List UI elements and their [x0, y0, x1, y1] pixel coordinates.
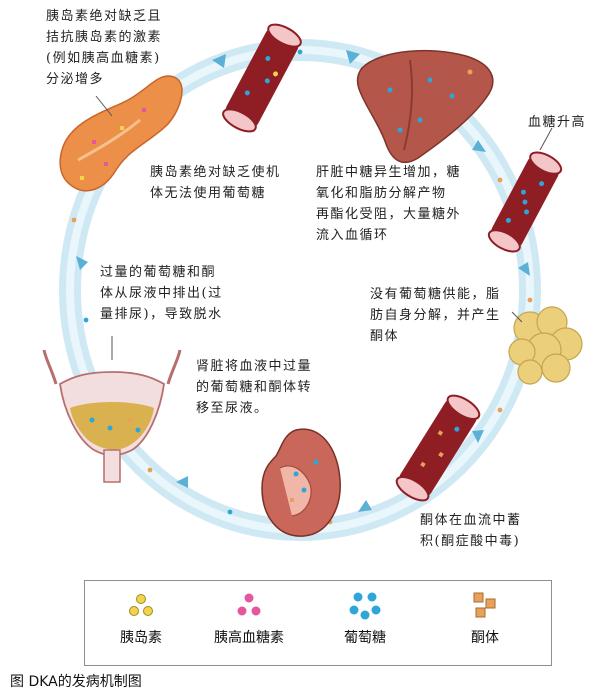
label-ketone-accumulation: 酮体在血流中蓄 积(酮症酸中毒)	[420, 510, 522, 552]
label-line: 积(酮症酸中毒)	[420, 534, 521, 549]
flow-arrow-icon	[176, 476, 188, 488]
kidney-illustration	[261, 428, 341, 537]
legend-label-glucagon: 胰高血糖素	[214, 630, 284, 646]
label-bladder: 过量的葡萄糖和酮 体从尿液中排出(过 量排尿)，导致脱水	[100, 262, 223, 325]
fat-tissue-illustration	[508, 306, 583, 385]
label-line: 再酯化受阻，大量糖外	[316, 207, 462, 222]
glucagon-icon	[237, 593, 261, 616]
legend: 胰岛素 胰高血糖素 葡萄糖 酮体	[84, 580, 552, 666]
label-line: 酮体在血流中蓄	[420, 513, 522, 528]
legend-item-insulin: 胰岛素	[93, 581, 189, 667]
label-liver: 肝脏中糖异生增加，糖 氧化和脂肪分解产物 再酯化受阻，大量糖外 流入血循环	[316, 162, 461, 246]
bladder-illustration	[42, 349, 182, 483]
glucose-icon	[349, 592, 381, 620]
label-line: 胰岛素绝对缺乏使机	[150, 165, 281, 180]
legend-item-glucagon: 胰高血糖素	[189, 581, 309, 667]
pancreas-illustration	[59, 75, 183, 192]
label-line: 酮体	[370, 329, 400, 344]
legend-label-glucose: 葡萄糖	[344, 630, 386, 646]
insulin-icon	[129, 594, 153, 616]
label-line: 流入血循环	[316, 228, 389, 243]
liver-illustration	[356, 49, 494, 164]
label-line: 肝脏中糖异生增加，糖	[316, 165, 462, 180]
flow-arrows	[76, 50, 530, 512]
label-no-glucose-use: 胰岛素绝对缺乏使机 体无法使用葡萄糖	[150, 162, 281, 204]
flow-arrow-icon	[212, 54, 226, 68]
label-line: 胰岛素绝对缺乏且	[46, 9, 163, 24]
blood-vessel-top	[222, 23, 302, 133]
flow-arrow-icon	[472, 430, 484, 443]
label-fat-breakdown: 没有葡萄糖供能，脂 肪自身分解，并产生 酮体	[370, 284, 501, 347]
label-line: 的葡萄糖和酮体转	[196, 380, 313, 395]
label-line: (例如胰高血糖素)	[46, 51, 161, 66]
blood-vessel-bottom	[395, 394, 481, 502]
callout-lines	[95, 95, 553, 360]
label-line: 量排尿)，导致脱水	[100, 307, 223, 322]
label-line: 拮抗胰岛素的激素	[46, 30, 163, 45]
label-kidney: 肾脏将血液中过量 的葡萄糖和酮体转 移至尿液。	[196, 356, 312, 419]
label-line: 体从尿液中排出(过	[100, 286, 223, 301]
flow-arrow-icon	[358, 500, 372, 512]
label-line: 肪自身分解，并产生	[370, 308, 501, 323]
legend-item-glucose: 葡萄糖	[313, 581, 417, 667]
label-line: 分泌增多	[46, 72, 105, 87]
label-pancreas-hormones: 胰岛素绝对缺乏且 拮抗胰岛素的激素 (例如胰高血糖素) 分泌增多	[46, 6, 162, 90]
flow-arrow-icon	[346, 50, 360, 64]
legend-label-insulin: 胰岛素	[120, 630, 162, 646]
legend-item-ketone: 酮体	[433, 581, 537, 667]
flow-arrow-icon	[472, 140, 486, 152]
flow-arrow-icon	[76, 256, 88, 270]
label-line: 没有葡萄糖供能，脂	[370, 287, 501, 302]
label-line: 移至尿液。	[196, 401, 269, 416]
label-line: 肾脏将血液中过量	[196, 359, 313, 374]
label-line: 氧化和脂肪分解产物	[316, 186, 447, 201]
label-line: 体无法使用葡萄糖	[150, 186, 267, 201]
figure-caption: 图 DKA的发病机制图	[10, 674, 142, 690]
ketone-icon	[473, 592, 496, 618]
label-line: 血糖升高	[528, 115, 587, 130]
flow-arrow-icon	[518, 262, 530, 276]
label-line: 过量的葡萄糖和酮	[100, 265, 217, 280]
legend-label-ketone: 酮体	[471, 630, 499, 646]
blood-vessel-right	[487, 151, 563, 253]
label-blood-sugar-rise: 血糖升高	[528, 112, 586, 133]
